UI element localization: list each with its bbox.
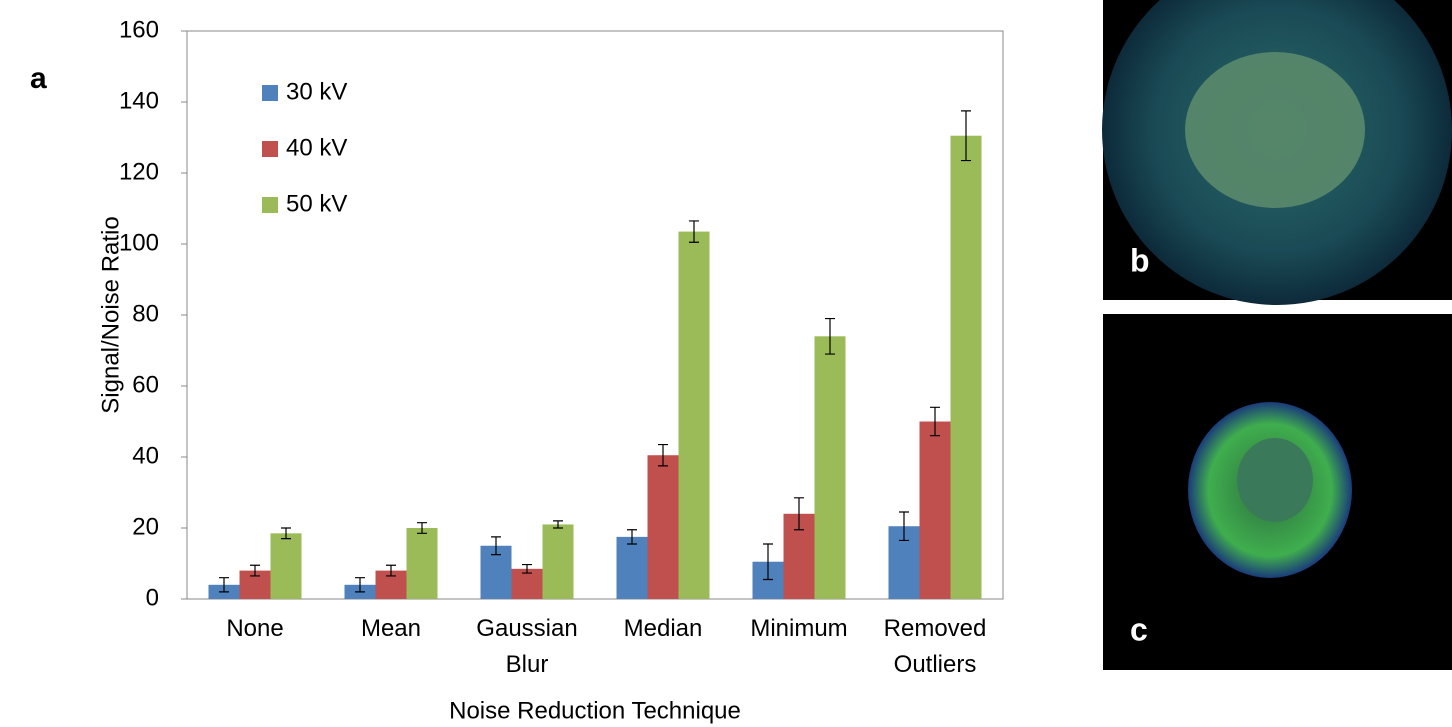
panel-label: a [30,62,47,95]
x-tick-label: Median [598,611,728,647]
y-tick-label: 20 [132,513,159,540]
page: a Signal/Noise Ratio Noise Reduction Tec… [0,0,1452,727]
bar [648,455,679,599]
legend-swatch [262,141,278,157]
y-tick-label: 100 [119,229,159,256]
panel-label: b [1130,242,1150,278]
legend-swatch [262,197,278,213]
y-tick-label: 140 [119,87,159,114]
legend-swatch [262,85,278,101]
bar [920,422,951,600]
image-b-core [1185,52,1365,208]
y-tick-label: 80 [132,300,159,327]
bar [951,136,982,599]
bar [815,336,846,599]
bar [543,524,574,599]
x-tick-label: None [190,611,320,647]
x-tick-label: Removed Outliers [870,611,1000,683]
x-tick-label: Gaussian Blur [462,611,592,683]
bar [679,232,710,599]
panel-label: c [1130,611,1148,647]
y-tick-label: 120 [119,158,159,185]
legend-label: 40 kV [286,134,347,161]
bar [271,533,302,599]
bar [617,537,648,599]
y-tick-label: 60 [132,371,159,398]
y-tick-label: 0 [146,584,159,611]
y-tick-label: 40 [132,442,159,469]
bar [407,528,438,599]
plot-frame [187,31,1003,599]
y-tick-label: 160 [119,16,159,43]
image-c-core [1237,438,1313,522]
x-tick-label: Mean [326,611,456,647]
legend-label: 50 kV [286,190,347,217]
legend-label: 30 kV [286,78,347,105]
x-axis-title: Noise Reduction Technique [449,697,741,724]
x-tick-label: Minimum [734,611,864,647]
